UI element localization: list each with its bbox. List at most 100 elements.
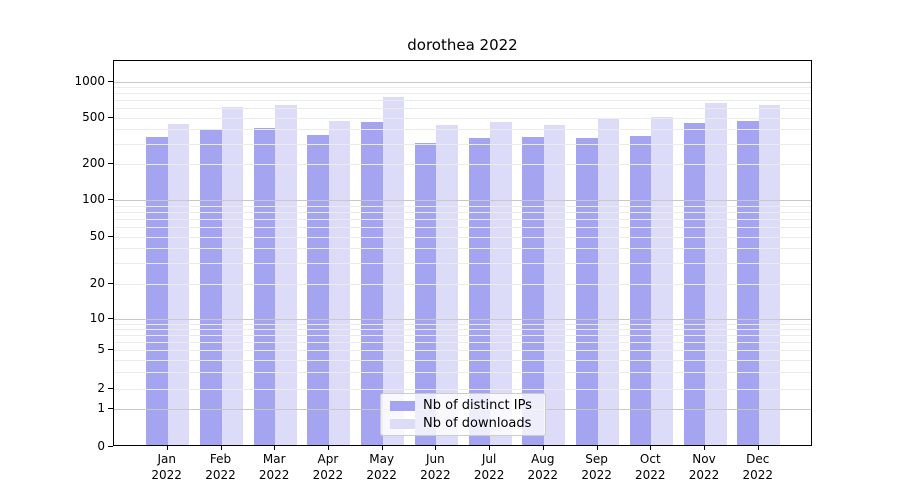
bar-distinct-ips-oct — [629, 135, 652, 445]
x-tick-label: Oct 2022 — [635, 452, 666, 482]
y-tick-mark — [108, 408, 113, 410]
x-tick-mark — [650, 446, 652, 450]
x-tick-mark — [542, 446, 544, 450]
y-tick-label: 5 — [97, 342, 105, 357]
y-tick-label: 0 — [97, 438, 105, 453]
minor-gridline — [114, 227, 811, 229]
minor-gridline — [114, 205, 811, 207]
minor-gridline — [114, 335, 811, 337]
bar-downloads-mar — [275, 105, 297, 445]
bar-downloads-jun — [436, 124, 458, 445]
x-tick-label: Mar 2022 — [258, 452, 290, 482]
minor-gridline — [114, 342, 811, 344]
y-tick-mark — [108, 116, 113, 118]
legend-swatch-downloads-icon — [390, 418, 415, 429]
x-tick-label: May 2022 — [366, 452, 397, 482]
bar-downloads-may — [382, 97, 405, 445]
x-tick-label: Jan 2022 — [151, 452, 182, 482]
bar-distinct-ips-dec — [737, 120, 759, 445]
y-tick-label: 100 — [82, 192, 105, 207]
minor-gridline — [114, 329, 811, 331]
y-tick-mark — [108, 236, 113, 237]
x-tick-label: Nov 2022 — [688, 452, 720, 482]
x-tick-label: Aug 2022 — [527, 452, 559, 482]
minor-gridline — [114, 108, 811, 110]
minor-gridline — [114, 248, 811, 250]
y-tick-mark — [108, 445, 113, 447]
bar-downloads-dec — [758, 104, 781, 445]
y-tick-label: 10 — [89, 311, 105, 326]
minor-gridline — [114, 388, 811, 390]
minor-gridline — [114, 212, 811, 214]
y-tick-label: 50 — [89, 229, 105, 243]
x-tick-mark — [704, 446, 705, 450]
x-tick-label: Dec 2022 — [742, 452, 774, 482]
x-tick-mark — [489, 446, 491, 450]
bar-distinct-ips-jan — [146, 136, 168, 445]
bar-downloads-nov — [705, 103, 727, 445]
minor-gridline — [114, 283, 811, 285]
minor-gridline — [114, 371, 811, 373]
legend-label: Nb of downloads — [423, 416, 532, 431]
minor-gridline — [114, 359, 811, 361]
bar-distinct-ips-jun — [414, 142, 437, 445]
y-tick-mark — [108, 80, 113, 82]
bar-distinct-ips-sep — [576, 137, 598, 445]
y-tick-label: 2 — [97, 380, 105, 395]
x-tick-mark — [274, 446, 276, 450]
y-tick-mark — [108, 199, 113, 201]
major-gridline — [114, 200, 811, 202]
bar-downloads-oct — [651, 116, 673, 445]
major-gridline — [114, 319, 811, 321]
minor-gridline — [114, 164, 811, 166]
y-tick-mark — [108, 318, 113, 320]
legend-swatch-distinct-ips-icon — [390, 400, 415, 411]
minor-gridline — [114, 237, 811, 238]
bar-downloads-feb — [221, 106, 243, 445]
chart-title: dorothea 2022 — [407, 36, 518, 54]
bar-downloads-sep — [597, 118, 620, 445]
legend: Nb of distinct IPs Nb of downloads — [380, 393, 546, 436]
x-tick-mark — [435, 446, 437, 450]
bar-distinct-ips-jul — [468, 137, 491, 445]
minor-gridline — [114, 219, 811, 221]
y-tick-mark — [108, 282, 113, 284]
bar-downloads-aug — [543, 125, 566, 445]
bar-distinct-ips-feb — [200, 128, 222, 445]
legend-item: Nb of distinct IPs — [390, 398, 536, 413]
plot-area — [113, 60, 812, 446]
x-tick-label: Apr 2022 — [312, 452, 344, 482]
y-tick-mark — [108, 387, 113, 389]
x-tick-label: Sep 2022 — [581, 452, 612, 482]
y-tick-label: 1000 — [74, 73, 105, 88]
x-tick-mark — [596, 446, 598, 450]
x-tick-label: Feb 2022 — [205, 452, 236, 482]
y-tick-mark — [108, 163, 113, 165]
y-tick-label: 200 — [82, 156, 105, 171]
bar-distinct-ips-apr — [307, 135, 329, 445]
minor-gridline — [114, 100, 811, 102]
x-tick-label: Jul 2022 — [473, 452, 505, 482]
x-tick-mark — [220, 446, 222, 450]
y-tick-label: 1 — [97, 401, 105, 416]
x-tick-mark — [381, 446, 383, 450]
minor-gridline — [114, 263, 811, 264]
minor-gridline — [114, 143, 811, 145]
y-tick-label: 500 — [82, 109, 105, 124]
y-tick-mark — [108, 349, 113, 351]
minor-gridline — [114, 129, 811, 130]
bar-distinct-ips-aug — [522, 136, 544, 445]
minor-gridline — [114, 87, 811, 89]
x-tick-mark — [327, 446, 329, 450]
minor-gridline — [114, 350, 811, 352]
x-tick-label: Jun 2022 — [420, 452, 451, 482]
minor-gridline — [114, 117, 811, 119]
legend-label: Nb of distinct IPs — [423, 398, 532, 413]
x-tick-mark — [166, 446, 168, 450]
legend-item: Nb of downloads — [390, 416, 536, 431]
major-gridline — [114, 81, 811, 83]
y-tick-label: 20 — [89, 275, 105, 290]
minor-gridline — [114, 324, 811, 325]
x-tick-mark — [757, 446, 759, 450]
